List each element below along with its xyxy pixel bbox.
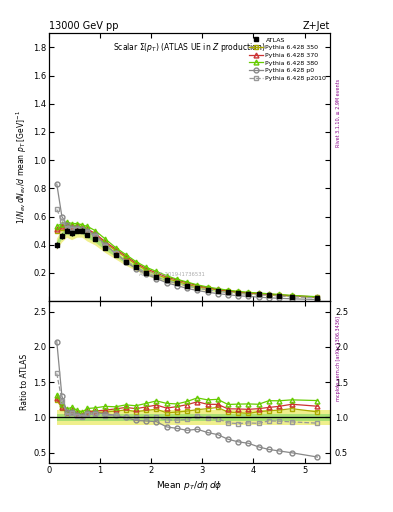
- Text: 13000 GeV pp: 13000 GeV pp: [49, 21, 119, 31]
- Legend: ATLAS, Pythia 6.428 350, Pythia 6.428 370, Pythia 6.428 380, Pythia 6.428 p0, Py: ATLAS, Pythia 6.428 350, Pythia 6.428 37…: [247, 34, 329, 83]
- Y-axis label: $1/N_{ev}\,dN_{ev}/d$ mean $p_T$ [GeV]$^{-1}$: $1/N_{ev}\,dN_{ev}/d$ mean $p_T$ [GeV]$^…: [15, 110, 29, 224]
- Y-axis label: Ratio to ATLAS: Ratio to ATLAS: [20, 354, 29, 410]
- Text: Rivet 3.1.10, ≥ 2.9M events: Rivet 3.1.10, ≥ 2.9M events: [336, 78, 341, 147]
- Polygon shape: [57, 224, 318, 298]
- Polygon shape: [57, 227, 318, 297]
- Text: ATL-PHYS-2019-I1736531: ATL-PHYS-2019-I1736531: [140, 272, 206, 277]
- Text: Z+Jet: Z+Jet: [303, 21, 330, 31]
- X-axis label: Mean $p_T/d\eta\,d\phi$: Mean $p_T/d\eta\,d\phi$: [156, 479, 223, 493]
- Text: Scalar $\Sigma(p_T)$ (ATLAS UE in $Z$ production): Scalar $\Sigma(p_T)$ (ATLAS UE in $Z$ pr…: [114, 41, 266, 54]
- Text: mcplots.cern.ch [arXiv:1306.3436]: mcplots.cern.ch [arXiv:1306.3436]: [336, 316, 341, 401]
